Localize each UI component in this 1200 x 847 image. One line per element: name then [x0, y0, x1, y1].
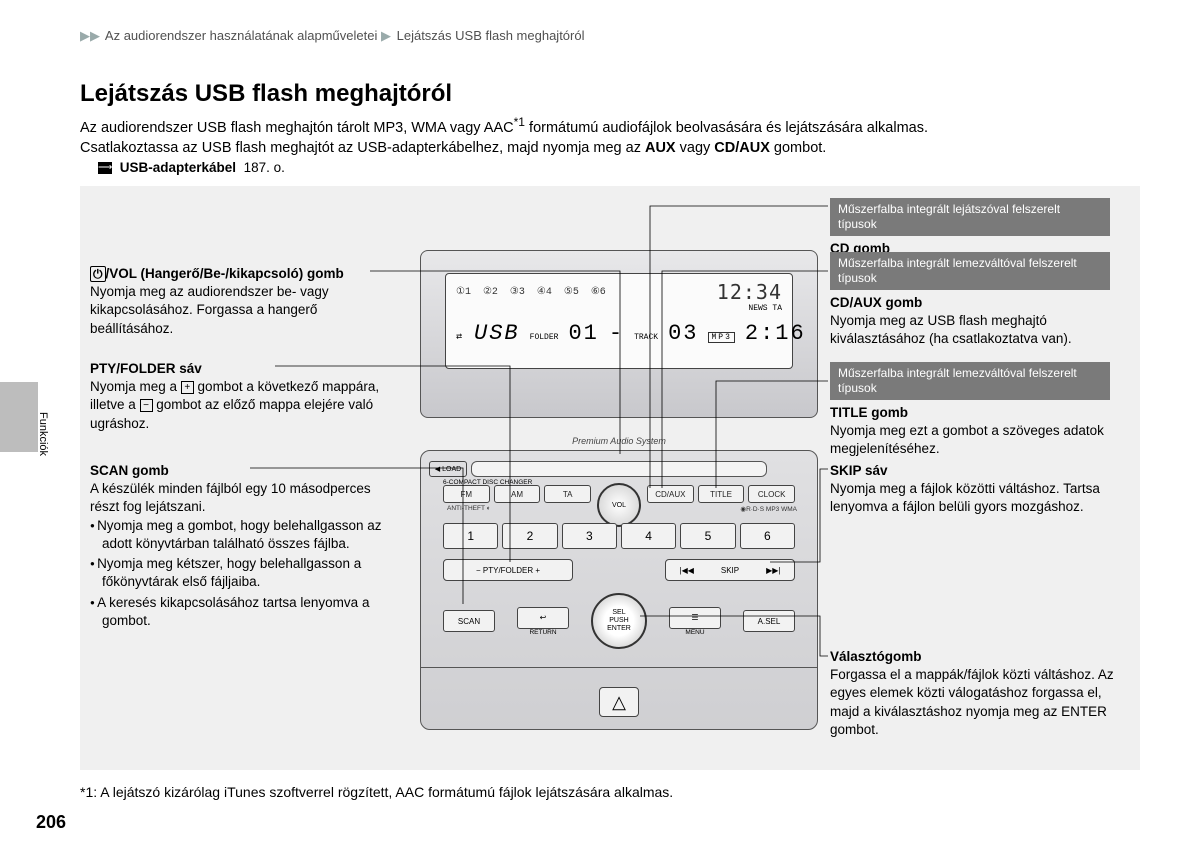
breadcrumb: ▶▶ Az audiorendszer használatának alapmű… [80, 28, 584, 44]
callout-cdaux: Műszerfalba integrált lemezváltóval fels… [830, 252, 1130, 349]
pty-folder-button[interactable]: − PTY/FOLDER + [443, 559, 573, 581]
section-tab [0, 382, 38, 452]
preset-2[interactable]: 2 [502, 523, 557, 549]
clock-button[interactable]: CLOCK [748, 485, 795, 503]
load-button[interactable]: ◀ LOAD [429, 461, 467, 477]
preset-5[interactable]: 5 [680, 523, 735, 549]
menu-button[interactable]: ☰ [669, 607, 721, 629]
fm-button[interactable]: FM [443, 485, 490, 503]
scan-button[interactable]: SCAN [443, 610, 495, 632]
hazard-button[interactable]: △ [599, 687, 639, 717]
clock: 12:34 [717, 280, 782, 304]
preset-row: 1 2 3 4 5 6 [443, 523, 795, 549]
callout-cd: Műszerfalba integrált lejátszóval felsze… [830, 198, 1130, 258]
breadcrumb-part2: Lejátszás USB flash meghajtóról [397, 28, 585, 43]
rds-label: ◉R·D·S MP3 WMA [740, 505, 797, 513]
premium-label: Premium Audio System [420, 436, 818, 446]
folder-num: 01 [568, 321, 598, 346]
callout-scan: SCAN gomb A készülék minden fájlból egy … [90, 462, 400, 632]
callout-title: Műszerfalba integrált lemezváltóval fels… [830, 362, 1130, 459]
time-counter: 2:16 [745, 321, 806, 346]
breadcrumb-part1: Az audiorendszer használatának alapművel… [105, 28, 377, 43]
control-panel: ◀ LOAD 6-COMPACT DISC CHANGER FM AM TA C… [420, 450, 818, 730]
section-tab-label: Funkciók [37, 412, 49, 456]
lcd-display: ①1 ②2 ③3 ④4 ⑤5 ⑥6 12:34 NEWS TA ⇄ USB FO… [445, 273, 793, 369]
bc-arrow-icon: ▶ [381, 28, 391, 43]
return-button[interactable]: ↩ [517, 607, 569, 629]
variant-box-3: Műszerfalba integrált lemezváltóval fels… [830, 362, 1110, 400]
callout-vol: ⏻/VOL (Hangerő/Be-/kikapcsoló) gomb Nyom… [90, 265, 400, 338]
skip-back-icon: |◀◀ [679, 566, 693, 575]
cd-slot[interactable] [471, 461, 767, 477]
skip-bar[interactable]: |◀◀ SKIP ▶▶| [665, 559, 795, 581]
usb-arrows-icon: ⇄ [456, 331, 464, 343]
preset-1[interactable]: 1 [443, 523, 498, 549]
intro-text: Az audiorendszer USB flash meghajtón tár… [80, 114, 1140, 158]
mp3-badge: MP3 [708, 332, 734, 343]
display-bezel: ①1 ②2 ③3 ④4 ⑤5 ⑥6 12:34 NEWS TA ⇄ USB FO… [420, 250, 818, 418]
cdaux-button[interactable]: CD/AUX [647, 485, 694, 503]
antitheft-label: ANTI-THEFT ◐ [447, 505, 491, 513]
page-number: 206 [36, 812, 66, 833]
skip-fwd-icon: ▶▶| [766, 566, 780, 575]
minus-icon: − [140, 399, 153, 412]
callout-skip: SKIP sáv Nyomja meg a fájlok közötti vál… [830, 462, 1130, 517]
bottom-row: SCAN ↩ RETURN SEL PUSH ENTER ☰ MENU A.SE… [443, 593, 795, 649]
source-text: USB [474, 321, 520, 346]
footnote: *1: A lejátszó kizárólag iTunes szoftver… [80, 784, 673, 800]
ta-button[interactable]: TA [544, 485, 591, 503]
variant-box-2: Műszerfalba integrált lemezváltóval fels… [830, 252, 1110, 290]
news-ta: NEWS TA [456, 304, 782, 313]
vol-knob[interactable]: VOL [597, 483, 641, 527]
variant-box-1: Műszerfalba integrált lejátszóval felsze… [830, 198, 1110, 236]
bc-arrow-icon: ▶▶ [80, 28, 100, 43]
power-icon: ⏻ [90, 266, 106, 282]
title-button[interactable]: TITLE [698, 485, 745, 503]
disc-indicator: ①1 ②2 ③3 ④4 ⑤5 ⑥6 [456, 286, 606, 298]
preset-3[interactable]: 3 [562, 523, 617, 549]
callout-pty: PTY/FOLDER sáv Nyomja meg a + gombot a k… [90, 360, 400, 433]
lower-trim: △ [421, 667, 817, 731]
link-icon: ⟶ [98, 162, 112, 174]
audio-head-unit: ①1 ②2 ③3 ④4 ⑤5 ⑥6 12:34 NEWS TA ⇄ USB FO… [420, 250, 818, 750]
cross-reference: ⟶ USB-adapterkábel 187. o. [98, 160, 285, 175]
plus-icon: + [181, 381, 194, 394]
callout-selector: Választógomb Forgassa el a mappák/fájlok… [830, 648, 1130, 739]
preset-6[interactable]: 6 [740, 523, 795, 549]
page-title: Lejátszás USB flash meghajtóról [80, 80, 452, 108]
track-num: 03 [668, 321, 698, 346]
selector-knob[interactable]: SEL PUSH ENTER [591, 593, 647, 649]
am-button[interactable]: AM [494, 485, 541, 503]
preset-4[interactable]: 4 [621, 523, 676, 549]
asel-button[interactable]: A.SEL [743, 610, 795, 632]
